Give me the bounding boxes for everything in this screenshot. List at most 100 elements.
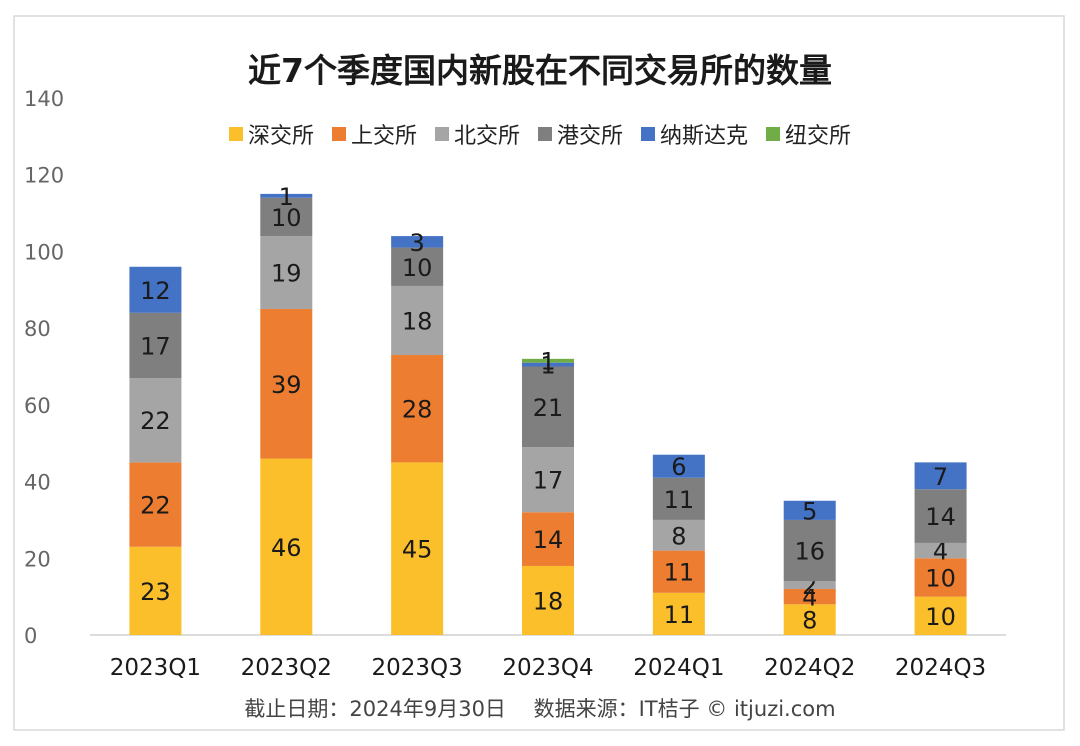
x-tick-label: 2024Q2 — [764, 655, 855, 681]
x-tick-label: 2023Q2 — [241, 655, 332, 681]
data-label: 8 — [671, 522, 686, 550]
data-label: 22 — [140, 407, 171, 435]
bar-segment — [391, 247, 444, 286]
legend-label: 纳斯达克 — [660, 124, 749, 149]
y-tick-label: 140 — [24, 87, 64, 111]
legend-item: 港交所 — [538, 118, 623, 150]
legend-item: 上交所 — [331, 118, 417, 150]
source-note: 截止日期：2024年9月30日 数据来源：IT桔子 © itjuzi.com — [244, 697, 836, 721]
bar-segment — [652, 477, 705, 520]
bar-segment — [783, 581, 836, 589]
bar-segment — [652, 519, 705, 551]
legend-swatch — [434, 127, 449, 141]
data-label: 1 — [279, 183, 294, 211]
bar-segment — [652, 592, 705, 635]
bar-segment — [522, 512, 574, 566]
data-label: 12 — [140, 277, 171, 305]
legend-item: 深交所 — [228, 118, 314, 150]
y-tick-label: 120 — [24, 164, 64, 188]
legend-item: 纳斯达克 — [641, 118, 748, 150]
data-label: 21 — [533, 394, 564, 422]
y-tick-label: 60 — [24, 394, 51, 418]
legend-label: 北交所 — [453, 124, 520, 149]
data-label: 18 — [402, 307, 433, 335]
bar-segment — [260, 458, 313, 635]
data-label: 39 — [271, 371, 302, 399]
data-label: 28 — [402, 396, 433, 424]
legend-item: 北交所 — [434, 118, 520, 150]
data-label: 17 — [533, 467, 564, 495]
data-label: 11 — [664, 601, 695, 629]
legend-label: 上交所 — [350, 124, 417, 149]
bar-segment — [391, 462, 444, 635]
bar-segment — [260, 308, 313, 459]
bar-segment — [260, 236, 313, 309]
bar-segment — [783, 500, 836, 520]
legend-label: 港交所 — [557, 124, 624, 149]
bar-segment — [391, 236, 444, 248]
bar-segment — [914, 542, 967, 559]
y-tick-label: 0 — [24, 624, 37, 648]
data-label: 5 — [802, 497, 817, 525]
y-tick-label: 40 — [24, 471, 51, 495]
data-label: 11 — [664, 486, 695, 514]
data-label: 1 — [540, 352, 555, 380]
data-label: 6 — [671, 453, 686, 481]
x-tick-label: 2023Q3 — [372, 655, 463, 681]
bar-segment — [783, 519, 836, 582]
x-tick-label: 2024Q1 — [633, 655, 724, 681]
y-tick-label: 80 — [24, 317, 51, 341]
data-label: 4 — [933, 538, 948, 566]
legend-label: 纽交所 — [785, 124, 852, 149]
bar-segment — [783, 604, 836, 635]
y-tick-label: 20 — [24, 547, 51, 571]
data-label: 11 — [664, 559, 695, 587]
bar-segment — [914, 462, 967, 490]
bar-segment — [260, 193, 313, 198]
data-label: 1 — [540, 348, 555, 376]
data-label: 10 — [271, 204, 302, 232]
bar-segment — [652, 454, 705, 478]
data-label: 17 — [140, 332, 171, 360]
bar-segment — [260, 197, 313, 237]
bar-segment — [914, 596, 967, 635]
bar-segment — [652, 550, 705, 593]
data-label: 8 — [802, 607, 817, 635]
data-label: 18 — [533, 587, 564, 615]
data-label: 3 — [410, 229, 425, 257]
legend-label: 深交所 — [247, 124, 314, 149]
data-label: 14 — [925, 503, 956, 531]
data-label: 22 — [140, 492, 171, 520]
bar-segment — [129, 266, 182, 313]
x-tick-label: 2023Q1 — [110, 655, 201, 681]
bar-segment — [522, 447, 574, 513]
x-tick-label: 2023Q4 — [502, 655, 593, 681]
bar-segment — [914, 558, 967, 597]
bar-segment — [522, 366, 574, 448]
data-label: 16 — [794, 538, 825, 566]
y-tick-label: 100 — [24, 240, 64, 264]
legend-swatch — [641, 127, 656, 141]
data-label: 14 — [533, 526, 564, 554]
data-label: 19 — [271, 260, 302, 288]
legend-swatch — [331, 127, 346, 141]
data-label: 10 — [925, 603, 956, 631]
data-label: 10 — [925, 564, 956, 592]
chart-title: 近7个季度国内新股在不同交易所的数量 — [248, 51, 832, 90]
data-label: 10 — [402, 254, 433, 282]
data-label: 7 — [933, 463, 948, 491]
data-label: 23 — [140, 578, 171, 606]
data-label: 46 — [271, 534, 302, 562]
legend-swatch — [766, 127, 781, 141]
bar-segment — [129, 462, 182, 547]
bar-segment — [522, 565, 574, 635]
bar-segment — [129, 312, 182, 379]
bar-segment — [522, 358, 574, 363]
bar-segment — [391, 285, 444, 355]
bar-segment — [783, 588, 836, 605]
bar-segment — [522, 362, 574, 367]
bar-segment — [129, 378, 182, 463]
bar-segment — [914, 489, 967, 543]
legend: 深交所 上交所 北交所 港交所 纳斯达克 纽交所 — [0, 118, 1080, 150]
